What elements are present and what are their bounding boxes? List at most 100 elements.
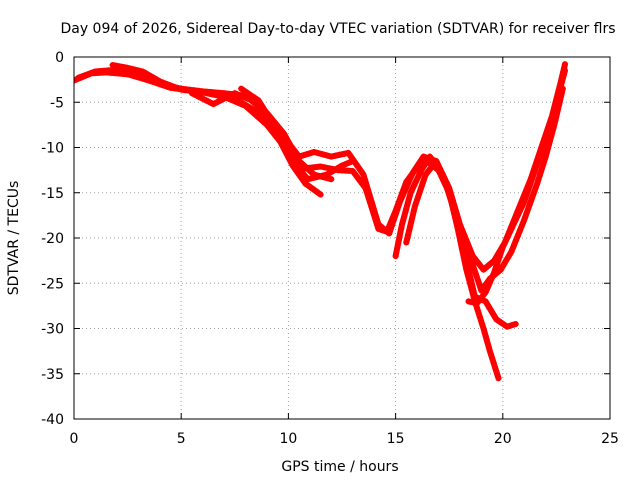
y-tick-label: -15	[41, 186, 64, 202]
data-point	[398, 225, 405, 232]
data-point	[489, 355, 496, 362]
data-point	[242, 102, 249, 109]
data-point	[358, 168, 365, 175]
data-point	[394, 206, 401, 213]
data-point	[331, 167, 338, 174]
data-point	[416, 160, 423, 167]
data-point	[512, 320, 519, 327]
data-point	[482, 289, 489, 296]
data-point	[484, 340, 491, 347]
y-tick-label: -10	[41, 141, 64, 157]
data-point	[178, 86, 185, 93]
data-point	[484, 301, 491, 308]
data-point	[414, 174, 421, 181]
data-point	[548, 115, 555, 122]
data-point	[292, 161, 299, 168]
data-point	[444, 184, 451, 191]
data-point	[167, 82, 174, 89]
data-point	[394, 245, 401, 252]
data-point	[558, 79, 565, 86]
data-point	[395, 237, 402, 244]
data-point	[402, 209, 409, 216]
data-point	[416, 170, 423, 177]
data-point	[431, 160, 438, 167]
data-point	[293, 150, 300, 157]
data-point	[321, 164, 328, 171]
data-point	[263, 121, 270, 128]
y-tick-label: -30	[41, 322, 64, 338]
data-point	[365, 186, 372, 193]
data-point	[543, 131, 550, 138]
data-point	[501, 259, 508, 266]
data-point	[138, 73, 145, 80]
data-point	[456, 234, 463, 241]
data-point	[506, 252, 513, 259]
data-point	[433, 164, 440, 171]
data-point	[266, 114, 273, 121]
data-point	[421, 175, 428, 182]
data-point	[263, 111, 270, 118]
data-point	[549, 111, 556, 118]
data-point	[203, 97, 210, 104]
data-point	[332, 152, 339, 159]
data-point	[531, 167, 538, 174]
data-point	[396, 233, 403, 240]
data-point	[404, 180, 411, 187]
data-point	[405, 197, 412, 204]
data-point	[529, 175, 536, 182]
data-point	[460, 254, 467, 261]
data-point	[347, 153, 354, 160]
data-point	[412, 178, 419, 185]
series-track-5	[238, 85, 356, 183]
data-point	[464, 270, 471, 277]
data-point	[398, 195, 405, 202]
data-point	[469, 262, 476, 269]
data-point	[260, 119, 267, 126]
x-tick-label: 0	[70, 431, 79, 447]
data-point	[462, 262, 469, 269]
data-point	[251, 95, 258, 102]
data-point	[560, 71, 567, 78]
data-point	[496, 254, 503, 261]
data-point	[212, 92, 219, 99]
data-point	[475, 280, 482, 287]
data-point	[515, 210, 522, 217]
data-point	[417, 187, 424, 194]
data-point	[459, 246, 466, 253]
data-point	[553, 99, 560, 106]
data-point	[503, 236, 510, 243]
y-tick-label: -35	[41, 367, 64, 383]
data-point	[349, 168, 356, 175]
data-point	[415, 191, 422, 198]
data-point	[366, 190, 373, 197]
data-point	[217, 97, 224, 104]
data-point	[286, 141, 293, 148]
data-point	[486, 281, 493, 288]
data-point	[241, 88, 248, 95]
data-point	[109, 62, 116, 69]
data-point	[536, 172, 543, 179]
data-point	[231, 98, 238, 105]
data-point	[171, 83, 178, 90]
data-point	[478, 317, 485, 324]
data-point	[361, 175, 368, 182]
data-point	[371, 209, 378, 216]
data-point	[411, 203, 418, 210]
data-point	[206, 99, 213, 106]
data-point	[491, 312, 498, 319]
data-point	[466, 246, 473, 253]
data-point	[231, 90, 238, 97]
data-point	[512, 217, 519, 224]
data-point	[354, 162, 361, 169]
data-point	[454, 225, 461, 232]
data-point	[397, 229, 404, 236]
data-point	[467, 282, 474, 289]
data-point	[482, 298, 489, 305]
data-point	[210, 101, 217, 108]
data-point	[370, 206, 377, 213]
data-point	[143, 70, 150, 77]
data-point	[270, 121, 277, 128]
data-point	[245, 105, 252, 112]
data-point	[528, 195, 535, 202]
data-point	[435, 167, 442, 174]
